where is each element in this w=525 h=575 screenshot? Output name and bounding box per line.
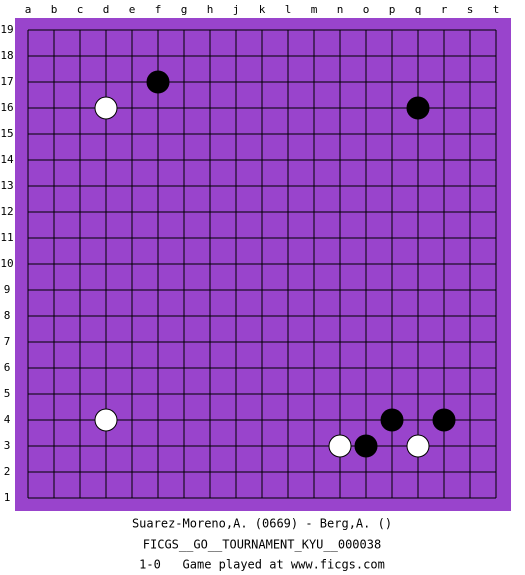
row-label: 12: [0, 205, 13, 218]
column-label: d: [103, 3, 110, 16]
row-label: 7: [4, 335, 11, 348]
row-label: 2: [4, 465, 11, 478]
column-label: a: [25, 3, 32, 16]
stone: [328, 434, 352, 458]
row-label: 5: [4, 387, 11, 400]
column-label: c: [77, 3, 84, 16]
stone: [94, 408, 118, 432]
column-label: b: [51, 3, 58, 16]
column-label: g: [181, 3, 188, 16]
column-label: k: [259, 3, 266, 16]
event: FICGS__GO__TOURNAMENT_KYU__000038: [143, 538, 381, 552]
column-label: l: [285, 3, 292, 16]
row-label: 19: [0, 23, 13, 36]
row-label: 17: [0, 75, 13, 88]
column-label: o: [363, 3, 370, 16]
result-line: 1-0 Game played at www.ficgs.com: [139, 558, 385, 572]
stone: [146, 70, 170, 94]
row-label: 15: [0, 127, 13, 140]
column-label: m: [311, 3, 318, 16]
column-label: r: [441, 3, 448, 16]
row-label: 11: [0, 231, 13, 244]
row-label: 6: [4, 361, 11, 374]
stone: [380, 408, 404, 432]
stone: [406, 96, 430, 120]
row-label: 8: [4, 309, 11, 322]
column-label: f: [155, 3, 162, 16]
column-label: p: [389, 3, 396, 16]
row-label: 3: [4, 439, 11, 452]
stone: [94, 96, 118, 120]
row-label: 4: [4, 413, 11, 426]
row-label: 18: [0, 49, 13, 62]
column-label: e: [129, 3, 136, 16]
players: Suarez-Moreno,A. (0669) - Berg,A. (): [132, 517, 392, 531]
row-label: 10: [0, 257, 13, 270]
column-label: j: [233, 3, 240, 16]
stone: [354, 434, 378, 458]
column-label: t: [493, 3, 500, 16]
column-label: n: [337, 3, 344, 16]
row-label: 9: [4, 283, 11, 296]
column-label: q: [415, 3, 422, 16]
row-label: 16: [0, 101, 13, 114]
row-label: 13: [0, 179, 13, 192]
column-label: h: [207, 3, 214, 16]
row-label: 1: [4, 491, 11, 504]
stone: [432, 408, 456, 432]
stone: [406, 434, 430, 458]
row-label: 14: [0, 153, 14, 166]
column-label: s: [467, 3, 474, 16]
